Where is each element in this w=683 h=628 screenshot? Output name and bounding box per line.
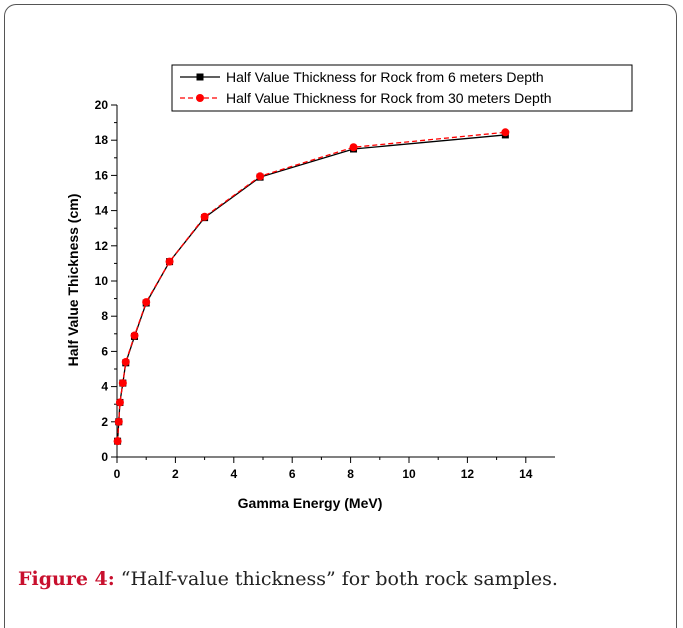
legend-marker-1 [196, 73, 204, 81]
x-tick-label: 2 [172, 467, 179, 481]
series-1 [114, 131, 509, 445]
legend-label-1: Half Value Thickness for Rock from 6 met… [226, 69, 544, 85]
series-2-point [200, 212, 209, 221]
x-tick-label: 6 [289, 467, 296, 481]
series-layer [113, 128, 510, 446]
series-2-point [501, 128, 510, 137]
y-tick-label: 8 [101, 309, 108, 323]
figure-caption: Figure 4: “Half-value thickness” for bot… [18, 568, 558, 590]
series-2-point [130, 331, 139, 340]
legend-marker-2 [196, 94, 204, 102]
y-tick-label: 4 [101, 380, 108, 394]
y-tick-label: 16 [95, 168, 109, 182]
y-tick-label: 0 [101, 450, 108, 464]
y-tick-label: 6 [101, 344, 108, 358]
series-2-point [113, 437, 122, 446]
y-tick-label: 20 [95, 98, 109, 112]
series-2-line [116, 131, 506, 442]
x-tick-label: 4 [230, 467, 237, 481]
series-2-point [115, 398, 124, 407]
series-2-point [114, 417, 123, 426]
series-2-point [142, 298, 151, 307]
y-tick-label: 18 [95, 133, 109, 147]
plot-axes: 0 2 4 6 8 10 12 14 0 2 4 6 8 10 12 14 16 18 20 [95, 98, 555, 481]
figure-caption-label: Figure 4: [18, 568, 115, 590]
legend: Half Value Thickness for Rock from 6 met… [171, 64, 633, 112]
y-tick-label: 2 [101, 415, 108, 429]
y-tick-label: 10 [95, 274, 109, 288]
x-tick-label: 12 [461, 467, 475, 481]
series-2-point [349, 143, 358, 152]
y-tick-label: 14 [95, 204, 109, 218]
figure-caption-text: “Half-value thickness” for both rock sam… [114, 568, 558, 590]
series-1-line [116, 134, 506, 442]
series-2-point [121, 357, 130, 366]
series-2-point [118, 379, 127, 388]
x-tick-label: 10 [402, 467, 416, 481]
series-2 [113, 128, 510, 446]
x-tick-label: 8 [347, 467, 354, 481]
y-tick-label: 12 [95, 239, 109, 253]
series-2-point [165, 257, 174, 266]
x-tick-label: 14 [519, 467, 533, 481]
half-value-thickness-chart: 0 2 4 6 8 10 12 14 0 2 4 6 8 10 12 14 16 18 20 Half Value … [65, 64, 633, 511]
x-tick-label: 0 [114, 467, 121, 481]
legend-label-2: Half Value Thickness for Rock from 30 me… [226, 90, 552, 106]
y-axis-label: Half Value Thickness (cm) [65, 194, 81, 367]
series-2-point [256, 172, 265, 181]
legend-box [171, 64, 633, 112]
x-axis-label: Gamma Energy (MeV) [238, 495, 383, 511]
